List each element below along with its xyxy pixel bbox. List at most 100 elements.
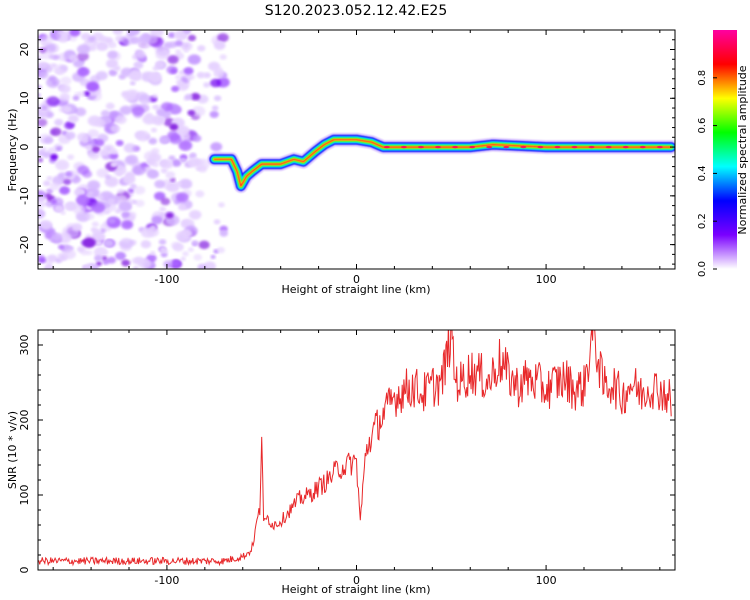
noise-blob xyxy=(50,32,61,40)
noise-blob xyxy=(116,171,123,177)
noise-blob xyxy=(213,95,222,102)
noise-blob xyxy=(133,256,145,265)
noise-blob xyxy=(104,37,114,45)
noise-blob xyxy=(100,110,110,117)
snr-panel: -100 0 100 0 100 200 300 Height of straight li… xyxy=(6,329,676,596)
ridge-peak xyxy=(656,145,663,149)
noise-blob xyxy=(57,244,65,250)
noise-blob xyxy=(108,152,119,160)
noise-blob xyxy=(175,192,189,203)
noise-blob xyxy=(159,136,170,145)
noise-blob xyxy=(112,30,124,36)
noise-blob xyxy=(72,95,80,101)
noise-blob xyxy=(117,188,125,195)
noise-blob xyxy=(171,260,181,267)
noise-blob xyxy=(88,35,96,42)
noise-blob xyxy=(174,40,183,47)
noise-blob xyxy=(144,34,158,45)
noise-blob xyxy=(71,223,83,232)
ridge-peak xyxy=(622,145,629,149)
spectrogram-y-tick-label: 10 xyxy=(18,91,31,105)
noise-blob xyxy=(171,159,182,167)
frequency-ridge xyxy=(207,132,675,194)
noise-blob xyxy=(146,169,159,179)
ridge-peak xyxy=(571,145,578,149)
noise-blob xyxy=(177,81,189,91)
noise-blob xyxy=(67,114,79,123)
noise-blob xyxy=(95,71,108,81)
ridge-peak xyxy=(417,145,424,149)
noise-blob xyxy=(203,82,211,88)
noise-blob xyxy=(87,180,101,191)
noise-blob xyxy=(91,202,105,214)
snr-x-tick-label: 100 xyxy=(536,574,557,587)
ridge-peak xyxy=(588,145,595,149)
noise-blob xyxy=(163,42,173,49)
noise-blob xyxy=(38,93,42,98)
noise-blob xyxy=(54,204,65,213)
noise-blob xyxy=(82,138,89,144)
spectrogram-x-tick-label: -100 xyxy=(154,273,179,286)
noise-blob xyxy=(140,240,152,249)
noise-blob xyxy=(128,188,135,193)
noise-blob xyxy=(102,259,110,265)
noise-blob xyxy=(197,45,206,52)
noise-blob xyxy=(56,252,69,262)
noise-blob xyxy=(219,230,229,237)
noise-blob xyxy=(92,146,101,153)
noise-blob xyxy=(45,193,52,198)
noise-blob xyxy=(166,262,173,268)
noise-blob xyxy=(62,178,72,185)
noise-blob xyxy=(203,261,216,269)
noise-blob xyxy=(38,208,46,219)
noise-blob xyxy=(183,30,192,34)
noise-blob xyxy=(38,157,44,163)
noise-blob xyxy=(72,204,86,215)
noise-blob xyxy=(68,54,79,62)
noise-blob xyxy=(125,154,139,165)
noise-blob xyxy=(150,127,158,133)
noise-blob xyxy=(136,50,146,59)
noise-blob xyxy=(210,254,216,259)
noise-blob xyxy=(91,234,100,241)
noise-blob xyxy=(69,30,81,37)
noise-blob xyxy=(187,34,197,42)
noise-blob xyxy=(38,118,48,127)
noise-blob xyxy=(170,68,178,74)
noise-blob xyxy=(59,93,71,102)
noise-blob xyxy=(132,165,146,176)
noise-blob xyxy=(180,256,186,261)
noise-blob xyxy=(136,130,151,142)
noise-blob xyxy=(64,202,76,211)
noise-blob xyxy=(76,44,91,55)
noise-blob xyxy=(151,215,163,225)
noise-blob xyxy=(210,78,222,88)
noise-blob xyxy=(167,32,176,39)
noise-blob xyxy=(187,247,194,252)
noise-blob xyxy=(146,158,156,166)
noise-blob xyxy=(39,219,53,230)
ridge-peak xyxy=(452,145,459,149)
noise-blob xyxy=(125,89,140,101)
noise-blob xyxy=(43,256,54,265)
snr-y-tick-label: 100 xyxy=(18,485,31,506)
noise-blob xyxy=(129,80,136,86)
noise-blob xyxy=(118,201,133,212)
colorbar-label: Normalized spectral amplitude xyxy=(736,65,749,234)
noise-blob xyxy=(187,110,196,116)
ridge-peak xyxy=(400,145,407,149)
noise-blob xyxy=(168,155,176,161)
noise-blob xyxy=(219,54,227,60)
noise-blob xyxy=(105,102,115,110)
ridge-core xyxy=(213,139,672,187)
spectrogram-x-tick-label: 100 xyxy=(536,273,557,286)
spectrogram-y-tick-label: 0 xyxy=(18,144,31,151)
noise-blob xyxy=(91,221,99,228)
noise-blob xyxy=(160,159,174,169)
noise-blob xyxy=(74,188,86,197)
noise-blob xyxy=(96,168,109,178)
noise-blob xyxy=(133,265,139,269)
noise-blob xyxy=(167,55,179,65)
ridge-peak xyxy=(554,145,561,149)
